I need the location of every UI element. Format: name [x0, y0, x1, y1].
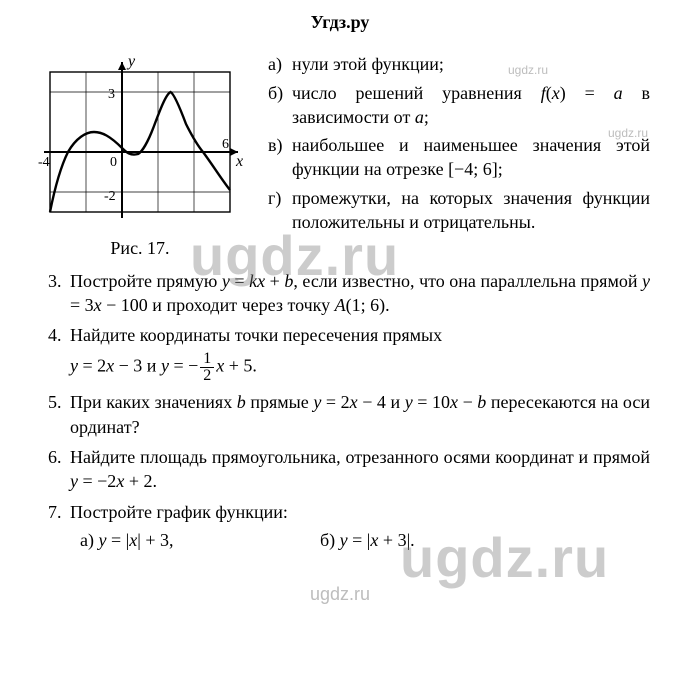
- item-b-text: число решений уравнения f(x) = a в завис…: [292, 81, 650, 130]
- site-header: Угдз.ру: [30, 10, 650, 34]
- watermark-big-2: ugdz.ru: [400, 520, 609, 596]
- task-6-no: 6.: [48, 445, 70, 494]
- svg-text:x: x: [235, 153, 243, 170]
- task-5-body: При каких значениях b прямые y = 2x − 4 …: [70, 390, 650, 439]
- item-v-letter: в): [268, 133, 292, 182]
- svg-text:-4: -4: [38, 155, 50, 170]
- task-6: 6. Найдите площадь прямоугольника, отрез…: [48, 445, 650, 494]
- item-a-letter: а): [268, 52, 292, 76]
- task-4-line: y = 2x − 3 и y = −12x + 5.: [70, 351, 650, 384]
- task-3-no: 3.: [48, 269, 70, 318]
- task-5: 5. При каких значениях b прямые y = 2x −…: [48, 390, 650, 439]
- svg-text:-2: -2: [104, 189, 116, 204]
- item-v: в) наибольшее и наименьшее значения этой…: [268, 133, 650, 182]
- task-7-no: 7.: [48, 500, 70, 524]
- item-b: б) число решений уравнения f(x) = a в за…: [268, 81, 650, 130]
- svg-text:y: y: [126, 53, 136, 70]
- task-7b-letter: б): [320, 530, 335, 550]
- watermark-small-1: ugdz.ru: [508, 62, 548, 78]
- task-7a-letter: а): [80, 530, 94, 550]
- watermark-big-1: ugdz.ru: [190, 218, 399, 294]
- watermark-small-2: ugdz.ru: [608, 125, 648, 141]
- sub-items-list: а) нули этой функции; б) число решений у…: [268, 52, 650, 238]
- item-b-letter: б): [268, 81, 292, 130]
- item-a: а) нули этой функции;: [268, 52, 650, 76]
- task-4: 4. Найдите координаты точки пересечения …: [48, 323, 650, 384]
- task-4-no: 4.: [48, 323, 70, 384]
- svg-text:0: 0: [110, 155, 117, 170]
- task-6-body: Найдите площадь прямоугольника, отрезанн…: [70, 445, 650, 494]
- task-4-pre: Найдите координаты точки пересечения пря…: [70, 323, 650, 347]
- task-4-body: Найдите координаты точки пересечения пря…: [70, 323, 650, 384]
- item-v-text: наибольшее и наименьшее значения этой фу…: [292, 133, 650, 182]
- function-graph: y x 0 -4 6 3 -2: [30, 52, 250, 232]
- task-5-no: 5.: [48, 390, 70, 439]
- svg-text:6: 6: [222, 137, 229, 152]
- svg-text:3: 3: [108, 87, 115, 102]
- task-7a: а) y = |x| + 3,: [80, 528, 320, 552]
- item-a-text: нули этой функции;: [292, 52, 650, 76]
